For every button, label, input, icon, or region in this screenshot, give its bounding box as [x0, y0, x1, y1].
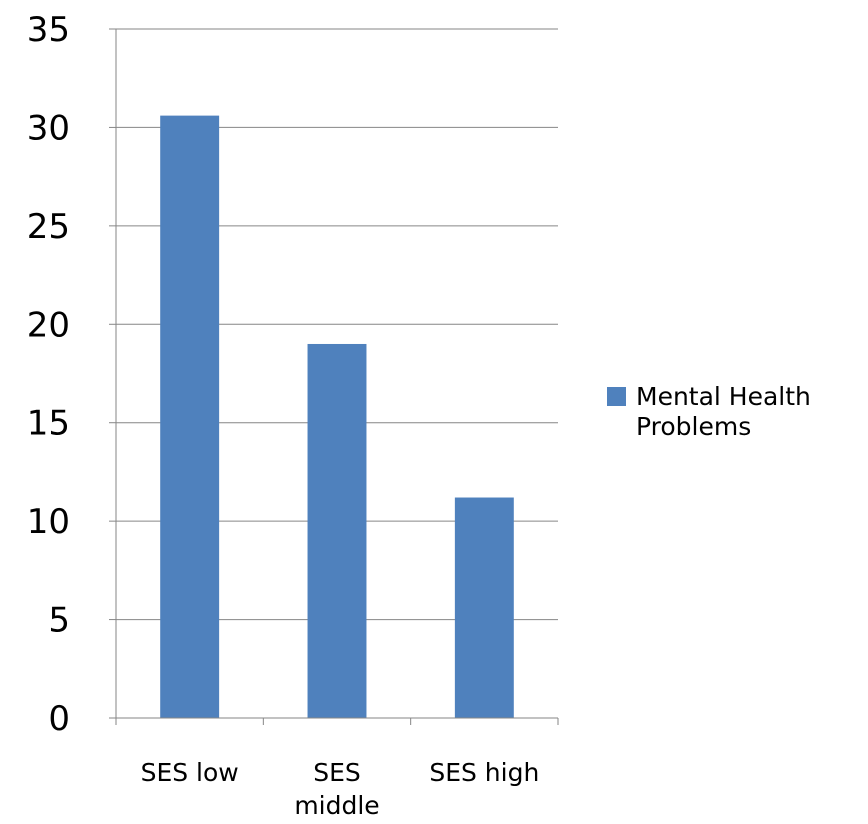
y-tick-label-6: 30 — [27, 108, 70, 148]
legend: Mental Health Problems — [607, 382, 819, 441]
legend-label: Mental Health Problems — [636, 382, 819, 441]
bars — [160, 115, 514, 719]
bar-ses-middle — [307, 343, 367, 718]
bar-ses-high — [454, 497, 514, 718]
y-tick-label-0: 0 — [48, 699, 70, 739]
y-tick-label-5: 25 — [27, 207, 70, 247]
axes — [109, 28, 559, 725]
y-tick-label-3: 15 — [27, 404, 70, 444]
legend-label-line-2: Problems — [636, 412, 751, 441]
legend-swatch — [607, 387, 626, 406]
y-tick-label-4: 20 — [27, 305, 70, 345]
y-tick-label-2: 10 — [27, 502, 70, 542]
x-axis-tick-labels: SES low SES middle SES high — [141, 758, 540, 820]
x-tick-label-2: SES high — [429, 758, 539, 787]
legend-label-line-1: Mental Health — [636, 382, 811, 411]
y-tick-label-7: 35 — [27, 10, 70, 50]
bar-ses-low — [160, 115, 220, 719]
x-tick-label-0: SES low — [141, 758, 239, 787]
y-axis-tick-labels: 0 5 10 15 20 25 30 35 — [27, 10, 70, 739]
x-tick-label-1: SES middle — [294, 758, 379, 820]
y-tick-label-1: 5 — [48, 601, 70, 641]
